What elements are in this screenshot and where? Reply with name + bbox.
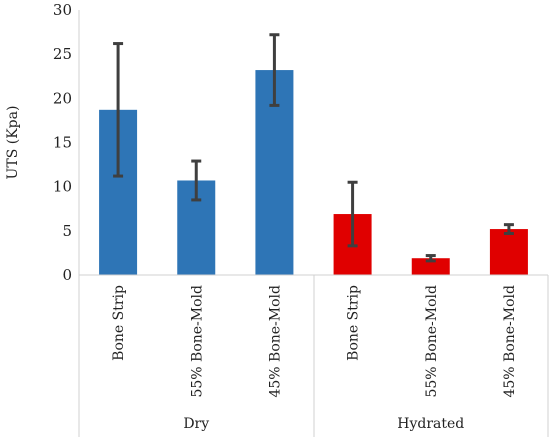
y-tick-label: 0 [62, 266, 72, 284]
category-label: 55% Bone-Mold [424, 285, 440, 398]
category-label: 45% Bone-Mold [267, 285, 283, 398]
y-tick-label: 20 [53, 89, 72, 107]
group-label: Dry [183, 416, 209, 432]
y-tick-label: 10 [53, 178, 72, 196]
category-label: 55% Bone-Mold [189, 285, 205, 398]
group-label: Hydrated [397, 416, 464, 432]
category-label: Bone Strip [346, 285, 362, 361]
axes [78, 10, 549, 437]
category-labels: Bone Strip 55% Bone-Mold 45% Bone-Mold Bone… [111, 285, 518, 398]
group-labels: Dry Hydrated [183, 416, 464, 432]
y-tick-label: 30 [53, 1, 72, 19]
y-axis-title: UTS (Kpa) [5, 106, 21, 180]
category-label: 45% Bone-Mold [502, 285, 518, 398]
y-tick-label: 15 [53, 134, 72, 152]
y-tick-label: 25 [53, 45, 72, 63]
y-axis-ticks: 0 5 10 15 20 25 30 [53, 1, 72, 284]
bar [411, 258, 450, 275]
y-tick-label: 5 [62, 222, 72, 240]
bar [489, 229, 528, 275]
category-label: Bone Strip [111, 285, 127, 361]
bars [99, 33, 528, 275]
